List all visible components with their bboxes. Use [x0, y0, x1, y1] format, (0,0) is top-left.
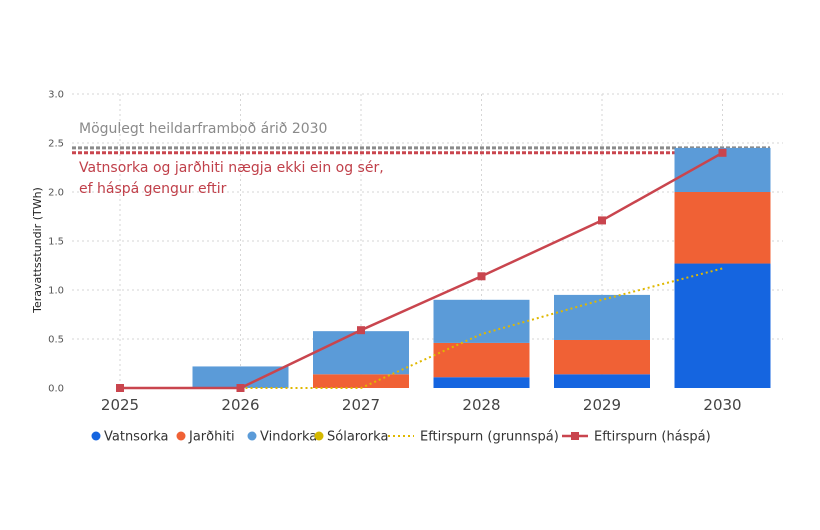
y-axis-label: Teravattsstundir (TWh) — [31, 187, 44, 314]
x-tick-label: 2028 — [462, 396, 500, 414]
y-tick-label: 2.5 — [48, 139, 64, 150]
lines-layer — [116, 148, 727, 392]
bar-vatnsorka-2029 — [554, 374, 650, 388]
y-tick-label: 0.5 — [48, 335, 64, 346]
line-demand-high-marker — [236, 384, 245, 392]
bar-vatnsorka-2028 — [433, 377, 530, 388]
bar-vatnsorka-2030 — [674, 263, 771, 388]
bar-jar-hiti-2028 — [433, 342, 530, 378]
line-demand-high — [120, 151, 724, 390]
x-tick-label: 2025 — [101, 396, 139, 414]
legend-marker — [91, 431, 101, 441]
y-tick-label: 0.0 — [48, 384, 64, 395]
y-tick-label: 1.5 — [48, 237, 64, 248]
legend-marker — [314, 431, 324, 441]
legend-marker — [247, 431, 257, 441]
line-demand-high-marker — [718, 148, 727, 157]
reference-lines — [72, 146, 770, 155]
annotation-warning-line1: Vatnsorka og jarðhiti nægja ekki ein og … — [79, 160, 384, 176]
legend-label: Eftirspurn (háspá) — [594, 430, 711, 445]
bar-jar-hiti-2030 — [674, 192, 771, 264]
legend-label: Vatnsorka — [104, 430, 169, 445]
axes-layer: 0.0 0.5 1.0 1.5 2.0 2.5 3.0 2025 2026 2027 2028 202… — [48, 90, 742, 415]
legend-marker — [176, 431, 186, 441]
bar-jar-hiti-2029 — [554, 339, 650, 375]
line-demand-base — [240, 267, 723, 389]
legend-label: Vindorka — [260, 430, 317, 445]
bar-vindorka-2027 — [313, 331, 409, 375]
legend-label: Eftirspurn (grunnspá) — [420, 430, 559, 445]
bar-vindorka-2026 — [192, 366, 289, 388]
legend-label: Jarðhiti — [188, 430, 235, 445]
line-demand-high-marker — [598, 216, 606, 225]
legend: Vatnsorka Jarðhiti Vindorka Sólarorka Eftirs… — [91, 430, 711, 445]
bar-jar-hiti-2027 — [313, 374, 409, 388]
bar-vindorka-2028 — [433, 299, 530, 343]
bar-vindorka-2029 — [554, 294, 650, 340]
x-tick-label: 2027 — [342, 396, 380, 414]
annotation-warning-line2: ef háspá gengur eftir — [79, 181, 227, 197]
x-tick-label: 2026 — [221, 396, 259, 414]
annotation-supply: Mögulegt heildarframboð árið 2030 — [79, 121, 327, 137]
legend-label: Sólarorka — [327, 430, 388, 445]
x-tick-label: 2029 — [583, 396, 621, 414]
y-tick-label: 3.0 — [48, 90, 64, 101]
legend-marker — [571, 432, 579, 440]
line-demand-high-marker — [477, 272, 486, 281]
x-tick-label: 2030 — [703, 396, 741, 414]
line-demand-high-marker — [357, 326, 365, 335]
line-demand-high-marker — [116, 384, 124, 392]
y-tick-label: 1.0 — [48, 286, 64, 297]
y-tick-label: 2.0 — [48, 188, 64, 199]
bars-layer — [192, 147, 771, 388]
